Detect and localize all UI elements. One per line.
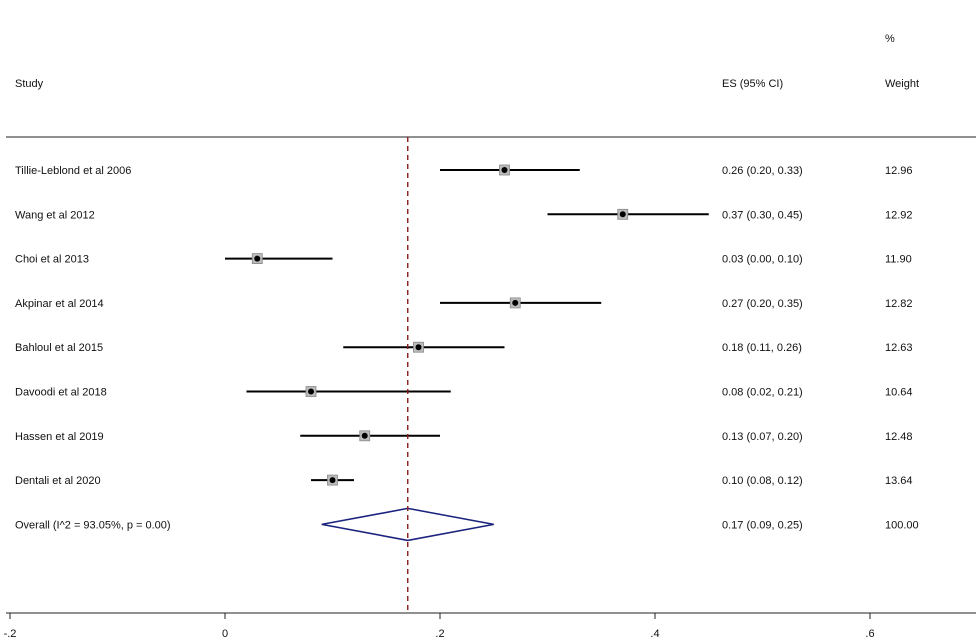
study-label: Tillie-Leblond et al 2006 [15, 165, 131, 177]
point-estimate-marker [254, 255, 261, 262]
overall-diamond [321, 507, 494, 542]
es-value: 0.10 (0.08, 0.12) [722, 475, 803, 487]
study-row: Davoodi et al 2018 0.08 (0.02, 0.21) 10.64 [15, 386, 913, 399]
es-value: 0.18 (0.11, 0.26) [722, 342, 802, 354]
weight-percent-header: % [885, 33, 895, 45]
study-label: Bahloul et al 2015 [15, 342, 103, 354]
study-label: Hassen et al 2019 [15, 431, 104, 443]
point-estimate-marker [308, 388, 314, 395]
overall-es-value: 0.17 (0.09, 0.25) [722, 519, 803, 531]
x-tick-label: -.2 [4, 628, 17, 640]
study-label: Wang et al 2012 [15, 209, 95, 221]
es-value: 0.13 (0.07, 0.20) [722, 431, 803, 443]
es-value: 0.08 (0.02, 0.21) [722, 387, 803, 399]
x-tick-label: .6 [865, 628, 874, 640]
point-estimate-marker [329, 477, 336, 484]
study-row: Choi et al 2013 0.03 (0.00, 0.10) 11.90 [15, 253, 912, 266]
study-rows: Tillie-Leblond et al 2006 0.26 (0.20, 0.3… [15, 164, 913, 487]
point-estimate-marker [501, 167, 508, 173]
weight-value: 12.96 [885, 165, 913, 177]
weight-value: 10.64 [885, 387, 913, 399]
point-estimate-marker [361, 432, 368, 439]
es-value: 0.03 (0.00, 0.10) [722, 254, 803, 266]
es-value: 0.26 (0.20, 0.33) [722, 165, 803, 177]
overall-weight-value: 100.00 [885, 519, 919, 531]
overall-label: Overall (I^2 = 93.05%, p = 0.00) [15, 519, 171, 531]
study-row: Tillie-Leblond et al 2006 0.26 (0.20, 0.3… [15, 164, 913, 177]
weight-value: 12.63 [885, 342, 913, 354]
es-value: 0.27 (0.20, 0.35) [722, 298, 803, 310]
weight-header: Weight [885, 78, 919, 90]
study-header: Study [15, 78, 44, 90]
study-label: Akpinar et al 2014 [15, 298, 104, 310]
study-row: Bahloul et al 2015 0.18 (0.11, 0.26) 12.63 [15, 341, 913, 354]
x-tick-label: 0 [222, 628, 228, 640]
study-row: Wang et al 2012 0.37 (0.30, 0.45) 12.92 [15, 208, 913, 221]
study-row: Dentali et al 2020 0.10 (0.08, 0.12) 13.64 [15, 474, 913, 487]
es-header: ES (95% CI) [722, 78, 783, 90]
x-axis: -.2 0 .2 .4 .6 [4, 612, 976, 640]
weight-value: 12.92 [885, 209, 913, 221]
weight-value: 13.64 [885, 475, 913, 487]
study-label: Choi et al 2013 [15, 254, 89, 266]
point-estimate-marker [619, 211, 626, 218]
overall-row: Overall (I^2 = 93.05%, p = 0.00) 0.17 (0.… [15, 507, 919, 542]
point-estimate-marker [512, 299, 519, 306]
x-tick-label: .4 [650, 628, 659, 640]
study-row: Akpinar et al 2014 0.27 (0.20, 0.35) 12.82 [15, 297, 913, 310]
weight-value: 11.90 [885, 254, 912, 266]
weight-value: 12.48 [885, 431, 913, 443]
es-value: 0.37 (0.30, 0.45) [722, 209, 803, 221]
study-label: Dentali et al 2020 [15, 475, 101, 487]
study-label: Davoodi et al 2018 [15, 387, 107, 399]
study-row: Hassen et al 2019 0.13 (0.07, 0.20) 12.48 [15, 430, 913, 443]
point-estimate-marker [415, 344, 422, 351]
x-tick-label: .2 [435, 628, 444, 640]
weight-value: 12.82 [885, 298, 913, 310]
